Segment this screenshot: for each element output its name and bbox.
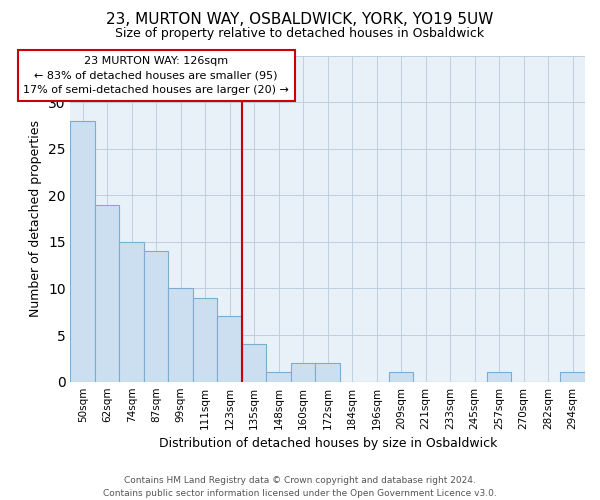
Bar	[169, 288, 193, 382]
Bar	[70, 120, 95, 382]
Text: Contains HM Land Registry data © Crown copyright and database right 2024.
Contai: Contains HM Land Registry data © Crown c…	[103, 476, 497, 498]
Bar	[266, 372, 291, 382]
Bar	[217, 316, 242, 382]
Bar	[291, 363, 316, 382]
Bar	[144, 251, 169, 382]
Text: 23, MURTON WAY, OSBALDWICK, YORK, YO19 5UW: 23, MURTON WAY, OSBALDWICK, YORK, YO19 5…	[106, 12, 494, 28]
Bar	[316, 363, 340, 382]
Bar	[487, 372, 511, 382]
Text: Size of property relative to detached houses in Osbaldwick: Size of property relative to detached ho…	[115, 28, 485, 40]
Text: 23 MURTON WAY: 126sqm
← 83% of detached houses are smaller (95)
17% of semi-deta: 23 MURTON WAY: 126sqm ← 83% of detached …	[23, 56, 289, 95]
Bar	[242, 344, 266, 382]
Bar	[389, 372, 413, 382]
Bar	[193, 298, 217, 382]
Y-axis label: Number of detached properties: Number of detached properties	[29, 120, 43, 317]
Bar	[95, 204, 119, 382]
Bar	[560, 372, 585, 382]
Bar	[119, 242, 144, 382]
X-axis label: Distribution of detached houses by size in Osbaldwick: Distribution of detached houses by size …	[158, 437, 497, 450]
